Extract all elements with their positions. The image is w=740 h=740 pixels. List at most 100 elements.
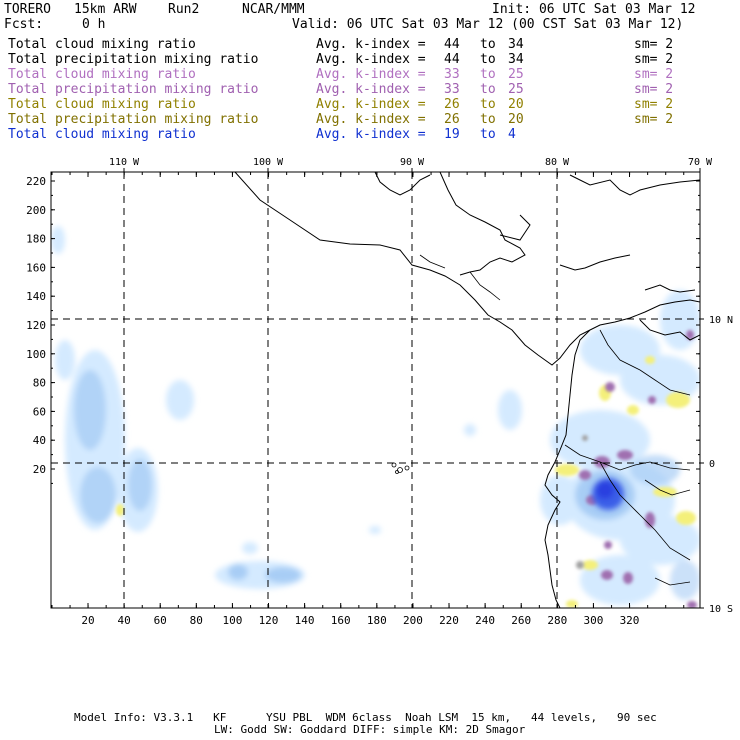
- cloud-patch: [498, 390, 522, 430]
- longitude-label: 110 W: [109, 157, 140, 168]
- legend-field: Total cloud mixing ratio: [8, 37, 196, 52]
- y-tick-label: 180: [26, 233, 46, 246]
- legend-to: to: [480, 82, 496, 97]
- x-tick-label: 200: [403, 614, 423, 627]
- legend-to: to: [480, 97, 496, 112]
- y-tick-label: 100: [26, 348, 46, 361]
- cloud-patch: [80, 467, 116, 523]
- lat-lon-grid: [51, 172, 700, 608]
- model-name: TORERO: [4, 2, 51, 17]
- legend-field: Total precipitation mixing ratio: [8, 112, 259, 127]
- legend-k1: 33: [444, 67, 460, 82]
- legend-avg: Avg. k-index =: [316, 112, 426, 127]
- cloud-patch: [464, 424, 476, 436]
- latitude-label: 0: [709, 459, 715, 470]
- legend-k2: 34: [508, 37, 524, 52]
- cloud-patch: [369, 526, 381, 534]
- x-tick-label: 60: [154, 614, 167, 627]
- x-tick-label: 220: [439, 614, 459, 627]
- galapagos-islands: [391, 462, 410, 474]
- x-tick-label: 160: [331, 614, 351, 627]
- legend-to: to: [480, 112, 496, 127]
- legend-sm: sm= 2: [634, 37, 674, 52]
- cloud-patch: [660, 290, 700, 350]
- y-tick-label: 160: [26, 261, 46, 274]
- valid-time: Valid: 06 UTC Sat 03 Mar 12 (00 CST Sat …: [292, 17, 684, 32]
- y-tick-label: 60: [33, 405, 46, 418]
- legend-sm: sm= 2: [634, 67, 674, 82]
- precip-purple-field: [579, 330, 697, 608]
- longitude-label: 90 W: [400, 157, 425, 168]
- legend-avg: Avg. k-index =: [316, 82, 426, 97]
- legend-to: to: [480, 52, 496, 67]
- legend-row: Total precipitation mixing ratio Avg. k-i…: [8, 52, 728, 67]
- legend-field: Total precipitation mixing ratio: [8, 52, 259, 67]
- cloud-patch: [228, 564, 248, 580]
- legend-k1: 19: [444, 127, 460, 142]
- y-tick-label: 200: [26, 204, 46, 217]
- physics-info-line: LW: Godd SW: Goddard DIFF: simple KM: 2D…: [214, 723, 526, 736]
- cloud-patch: [166, 380, 194, 420]
- forecast-hour: 0 h: [82, 17, 106, 32]
- x-tick-label: 140: [295, 614, 315, 627]
- cloud-patch: [620, 515, 700, 565]
- legend-field: Total cloud mixing ratio: [8, 97, 196, 112]
- cloud-patch: [580, 555, 660, 605]
- legend-avg: Avg. k-index =: [316, 37, 426, 52]
- legend-k2: 25: [508, 82, 524, 97]
- legend-k1: 44: [444, 37, 460, 52]
- legend-avg: Avg. k-index =: [316, 67, 426, 82]
- legend-row: Total cloud mixing ratio Avg. k-index = 33…: [8, 67, 728, 82]
- plot-frame: [50, 171, 701, 609]
- cloud-patch: [74, 370, 106, 450]
- cloud-patch: [265, 567, 301, 583]
- x-tick-label: 300: [583, 614, 603, 627]
- forecast-label: Fcst:: [4, 17, 44, 32]
- legend-avg: Avg. k-index =: [316, 97, 426, 112]
- precip-gray-field: [576, 435, 588, 569]
- legend-field: Total cloud mixing ratio: [8, 127, 196, 142]
- init-time: Init: 06 UTC Sat 03 Mar 12: [492, 2, 696, 17]
- org-label: NCAR/MMM: [242, 2, 305, 17]
- legend-row: Total cloud mixing ratio Avg. k-index = 26…: [8, 97, 728, 112]
- legend-sm: sm= 2: [634, 82, 674, 97]
- model-resolution: 15km ARW: [74, 2, 137, 17]
- country-borders: [419, 254, 691, 586]
- legend-avg: Avg. k-index =: [316, 127, 426, 142]
- legend-k2: 20: [508, 97, 524, 112]
- legend-row: Total cloud mixing ratio Avg. k-index = 44…: [8, 37, 728, 52]
- x-tick-label: 180: [367, 614, 387, 627]
- y-tick-label: 120: [26, 319, 46, 332]
- legend-to: to: [480, 67, 496, 82]
- x-tick-label: 240: [475, 614, 495, 627]
- cloud-mixing-ratio-field: [51, 226, 700, 605]
- legend-to: to: [480, 37, 496, 52]
- y-tick-label: 220: [26, 175, 46, 188]
- legend-k2: 20: [508, 112, 524, 127]
- legend-k2: 25: [508, 67, 524, 82]
- x-tick-label: 280: [547, 614, 567, 627]
- legend-sm: sm= 2: [634, 52, 674, 67]
- cloud-patch: [630, 455, 680, 485]
- y-tick-label: 20: [33, 463, 46, 476]
- legend-k2: 4: [508, 127, 516, 142]
- y-tick-label: 40: [33, 434, 46, 447]
- coastlines: [234, 172, 700, 608]
- cloud-patch: [55, 340, 75, 380]
- y-tick-label: 140: [26, 290, 46, 303]
- legend-row: Total precipitation mixing ratio Avg. k-i…: [8, 82, 728, 97]
- cloud-patch: [670, 560, 700, 600]
- legend-k1: 26: [444, 112, 460, 127]
- legend-k1: 44: [444, 52, 460, 67]
- legend-row: Total precipitation mixing ratio Avg. k-i…: [8, 112, 728, 127]
- legend-field: Total cloud mixing ratio: [8, 67, 196, 82]
- legend-to: to: [480, 127, 496, 142]
- longitude-label: 80 W: [545, 157, 570, 168]
- legend-sm: sm= 2: [634, 112, 674, 127]
- run-label: Run2: [168, 2, 200, 17]
- legend-k1: 33: [444, 82, 460, 97]
- longitude-label: 100 W: [253, 157, 284, 168]
- latitude-label: 10 S: [709, 604, 733, 615]
- y-tick-label: 80: [33, 377, 46, 390]
